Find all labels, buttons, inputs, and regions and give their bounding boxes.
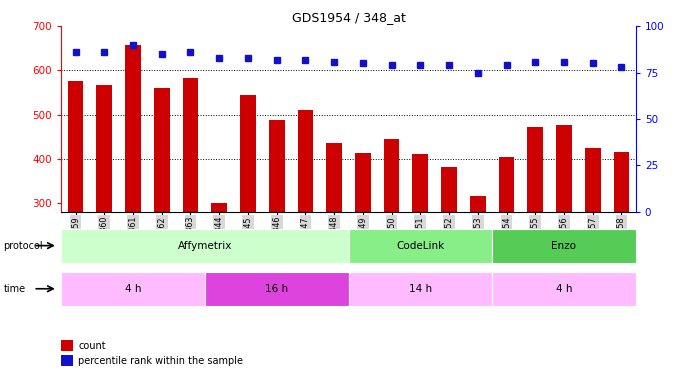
Bar — [211, 203, 227, 212]
Text: protocol: protocol — [3, 241, 43, 250]
Text: Affymetrix: Affymetrix — [177, 241, 232, 250]
Text: 16 h: 16 h — [265, 284, 288, 294]
Bar — [97, 85, 112, 212]
Bar — [349, 272, 492, 306]
Bar — [154, 88, 169, 212]
Bar — [470, 196, 486, 212]
Text: CodeLink: CodeLink — [396, 241, 445, 250]
Text: time: time — [3, 284, 26, 294]
Text: percentile rank within the sample: percentile rank within the sample — [78, 356, 243, 366]
Bar — [61, 229, 349, 262]
Bar — [326, 143, 342, 212]
Bar — [528, 128, 543, 212]
Bar — [68, 81, 84, 212]
Bar — [355, 153, 371, 212]
Bar — [492, 272, 636, 306]
Bar — [205, 272, 349, 306]
Text: 14 h: 14 h — [409, 284, 432, 294]
Bar — [413, 153, 428, 212]
Bar — [498, 157, 514, 212]
Text: Enzo: Enzo — [551, 241, 577, 250]
Bar — [349, 229, 492, 262]
Bar — [556, 125, 572, 212]
Bar — [585, 148, 600, 212]
Text: count: count — [78, 341, 106, 351]
Bar — [384, 138, 399, 212]
Bar — [613, 152, 629, 212]
Bar — [269, 120, 284, 212]
Bar — [492, 229, 636, 262]
Title: GDS1954 / 348_at: GDS1954 / 348_at — [292, 11, 405, 24]
Bar — [125, 45, 141, 212]
Text: 4 h: 4 h — [124, 284, 141, 294]
Text: 4 h: 4 h — [556, 284, 573, 294]
Bar — [441, 167, 457, 212]
Bar — [298, 110, 313, 212]
Bar — [183, 78, 199, 212]
Bar — [61, 272, 205, 306]
Bar — [240, 95, 256, 212]
